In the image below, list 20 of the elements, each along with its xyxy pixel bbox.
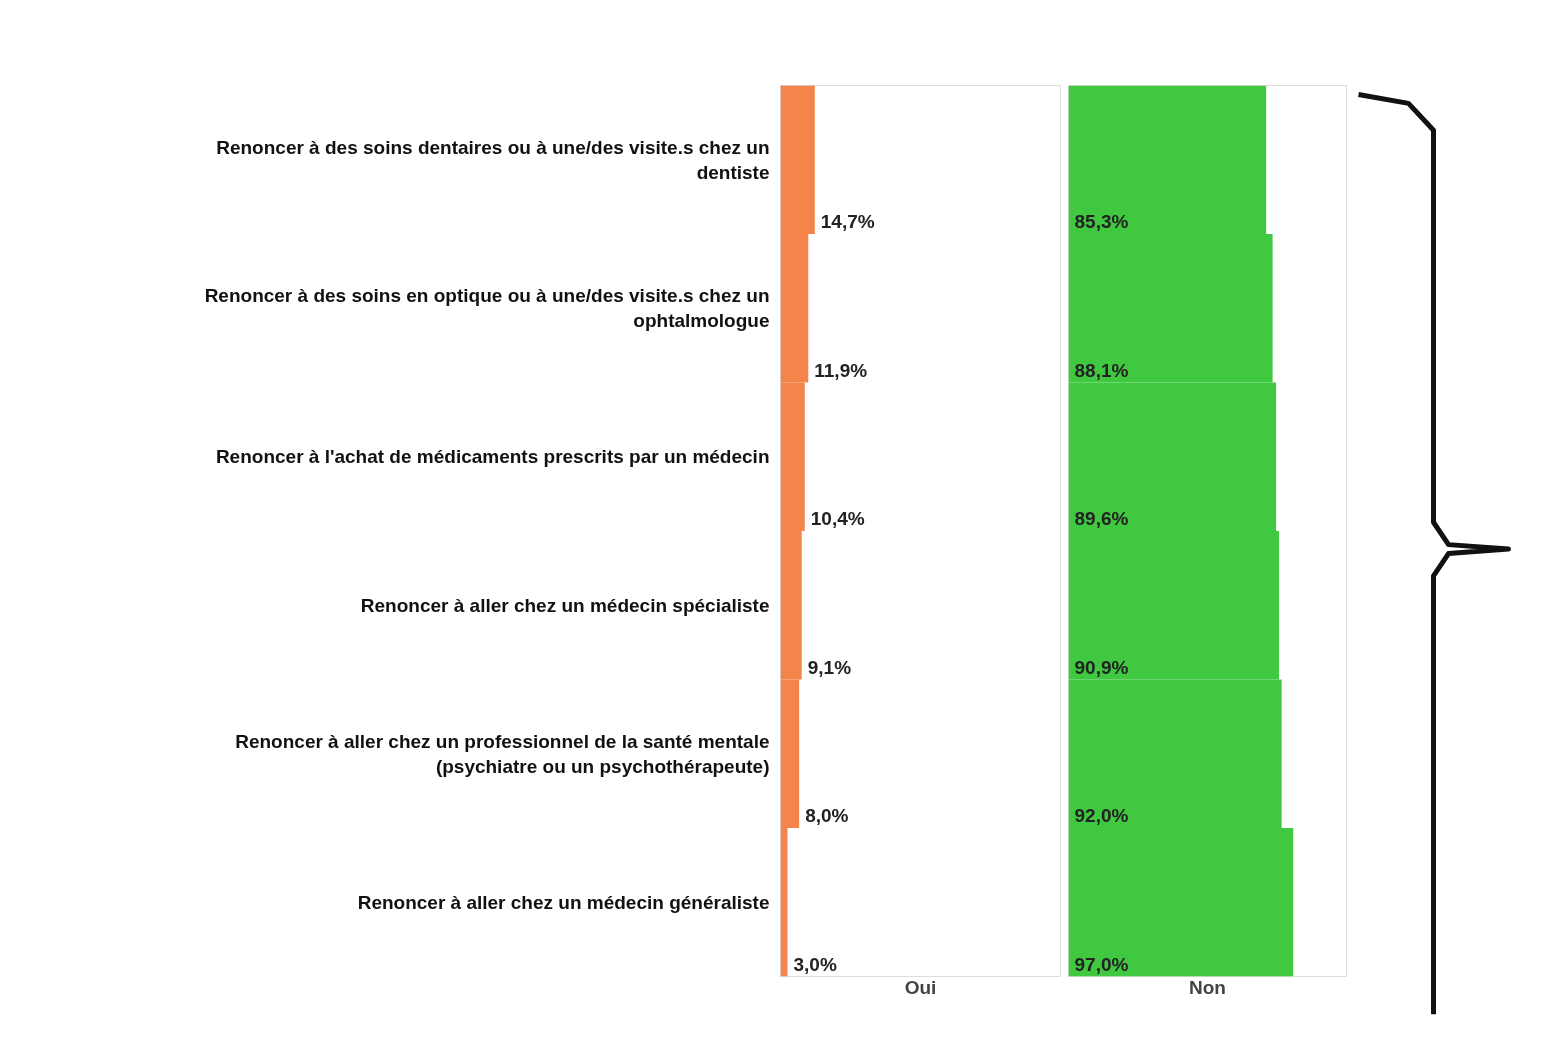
y-tick-label: Renoncer à des soins dentaires ou à une/des visite.s chez un dentiste [216,136,770,183]
x-axis-title: Oui [904,976,937,998]
data-label: 85,3% [1074,211,1129,232]
data-label: 90,9% [1074,656,1129,678]
data-label: 10,4% [810,508,865,529]
data-label: 89,6% [1074,508,1129,529]
y-tick-label: Renoncer à l'achat de médicaments prescrits par un médecin [215,446,770,468]
data-label: 9,1% [807,656,852,678]
x-axis-title: Non [1189,976,1226,998]
data-label: 14,7% [820,211,875,232]
y-tick-label: Renoncer à aller chez un médecin spécialiste [360,594,770,616]
data-label: 97,0% [1074,953,1129,975]
data-label: 11,9% [814,359,868,381]
y-tick-label: Renoncer à aller chez un médecin généraliste [357,891,770,913]
y-tick-label: Renoncer à aller chez un professionnel de la santé mentale (psychiatre ou un psychothérapeute) [235,730,770,777]
data-label: 3,0% [793,953,837,975]
y-tick-label: Renoncer à des soins en optique ou à une/des visite.s chez un ophtalmologue [204,285,770,332]
data-label: 88,1% [1074,359,1129,381]
data-label: 8,0% [805,805,849,826]
data-label: 92,0% [1074,805,1129,826]
